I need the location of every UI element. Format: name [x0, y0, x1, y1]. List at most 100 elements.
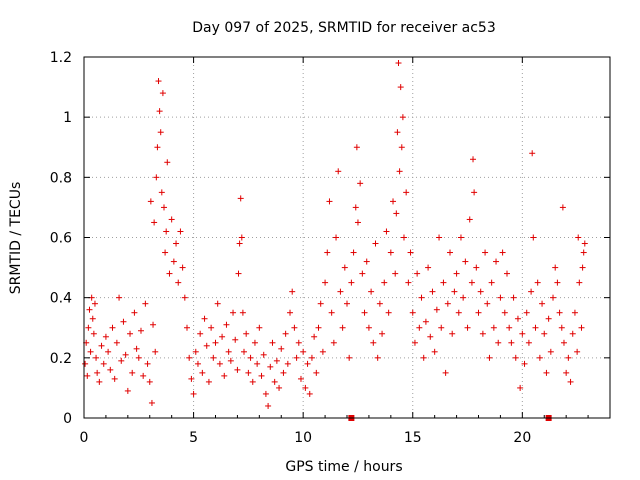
data-point — [214, 300, 221, 307]
data-point — [414, 270, 421, 277]
data-point — [574, 348, 581, 355]
data-point — [543, 369, 550, 376]
data-point — [304, 360, 311, 367]
data-point — [442, 369, 449, 376]
data-point — [236, 240, 243, 247]
grid — [84, 57, 610, 418]
data-point — [311, 333, 318, 340]
data-point — [170, 258, 177, 265]
data-point — [258, 372, 265, 379]
data-point — [397, 84, 404, 91]
data-point — [482, 249, 489, 256]
data-point — [91, 300, 98, 307]
data-point — [508, 339, 515, 346]
data-point — [120, 318, 127, 325]
data-point — [163, 228, 170, 235]
data-point — [326, 198, 333, 205]
data-point — [523, 309, 530, 316]
data-point — [403, 189, 410, 196]
data-point — [344, 300, 350, 307]
x-tick-label: 5 — [189, 430, 198, 446]
data-point — [512, 354, 519, 361]
data-point — [87, 348, 94, 355]
data-point — [552, 264, 559, 271]
data-point — [238, 234, 245, 241]
data-point — [148, 399, 155, 406]
data-point — [536, 354, 543, 361]
data-point — [370, 339, 377, 346]
data-point — [357, 180, 364, 187]
data-point — [267, 363, 274, 370]
data-point — [166, 270, 173, 277]
data-point — [436, 234, 443, 241]
data-point — [162, 249, 169, 256]
data-point — [488, 279, 495, 286]
data-point — [262, 390, 269, 397]
data-point — [96, 378, 103, 385]
data-point — [550, 294, 557, 301]
data-point — [354, 219, 361, 226]
data-point — [175, 279, 182, 286]
data-point — [235, 270, 242, 277]
data-point — [192, 348, 199, 355]
data-point — [486, 354, 493, 361]
data-point — [94, 369, 101, 376]
data-point — [300, 348, 307, 355]
data-point — [398, 144, 405, 151]
data-point — [346, 354, 353, 361]
data-point — [393, 210, 400, 217]
data-point — [330, 339, 337, 346]
data-point — [93, 354, 100, 361]
data-point — [317, 300, 324, 307]
data-point — [554, 279, 561, 286]
data-point — [425, 264, 432, 271]
data-point — [245, 369, 252, 376]
data-point — [302, 384, 309, 391]
data-point — [221, 372, 228, 379]
data-point — [284, 360, 291, 367]
data-point — [223, 321, 230, 328]
data-point — [519, 330, 526, 337]
data-point — [289, 288, 296, 295]
data-point — [147, 198, 154, 205]
axis-ticks — [83, 56, 610, 419]
data-point — [173, 240, 180, 247]
data-point — [405, 279, 412, 286]
data-point — [256, 324, 263, 331]
data-point — [455, 309, 462, 316]
data-point — [477, 288, 484, 295]
data-point — [503, 270, 510, 277]
data-point — [381, 279, 388, 286]
data-point — [460, 294, 467, 301]
data-point — [462, 258, 469, 265]
data-point — [210, 354, 217, 361]
data-point — [579, 264, 586, 271]
data-point — [422, 318, 429, 325]
chart-title: Day 097 of 2025, SRMTID for receiver ac5… — [192, 20, 496, 36]
data-point — [150, 321, 157, 328]
data-point — [429, 288, 436, 295]
y-tick-label: 0.6 — [50, 231, 72, 247]
data-point — [556, 309, 563, 316]
data-point — [517, 384, 524, 391]
data-point — [291, 324, 298, 331]
data-point — [337, 288, 344, 295]
data-point — [254, 360, 261, 367]
data-point — [368, 288, 375, 295]
data-point — [493, 258, 500, 265]
data-point — [558, 324, 565, 331]
x-tick-label: 10 — [294, 430, 312, 446]
data-point — [567, 378, 574, 385]
data-point — [495, 339, 502, 346]
data-point — [237, 195, 244, 202]
data-point — [234, 366, 241, 373]
x-tick-label: 15 — [404, 430, 422, 446]
data-point — [184, 324, 191, 331]
y-axis-label: SRMTID / TECUs — [8, 182, 24, 295]
x-tick-label: 20 — [513, 430, 531, 446]
data-point — [361, 309, 368, 316]
data-point — [181, 294, 188, 301]
data-point — [197, 330, 204, 337]
